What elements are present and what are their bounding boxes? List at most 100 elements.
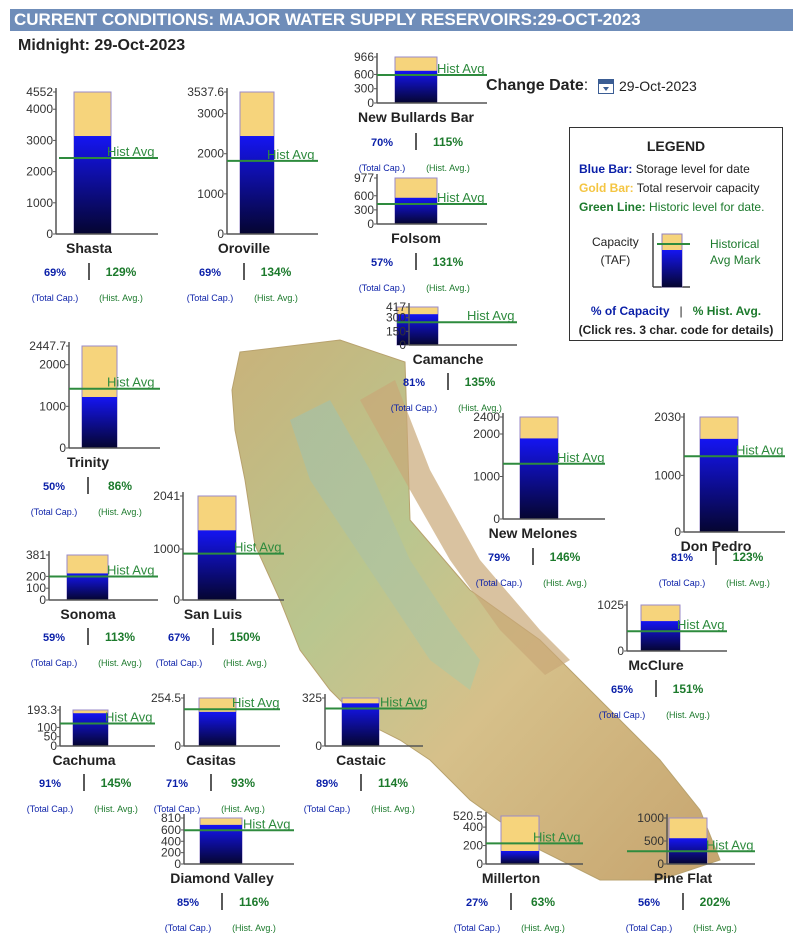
hist-avg-small-label: (Hist. Avg.)	[693, 923, 737, 933]
tick-label: 0	[46, 227, 53, 241]
storage-bar	[67, 573, 108, 600]
tick-label: 417	[386, 300, 406, 314]
legend-green-text: Historic level for date.	[649, 200, 765, 214]
reservoir-name[interactable]: Castaic	[336, 752, 386, 768]
legend-click-note: (Click res. 3 char. code for details)	[578, 323, 774, 337]
reservoir-name[interactable]: Cachuma	[52, 752, 115, 768]
storage-bar	[198, 530, 236, 600]
hist-avg-small-label: (Hist. Avg.)	[221, 804, 265, 814]
pct-hist-avg: 129%	[106, 265, 137, 279]
pct-capacity: 81%	[403, 377, 425, 389]
legend-blue-label: Blue Bar:	[579, 162, 633, 176]
reservoir-name[interactable]: Oroville	[218, 240, 270, 256]
reservoir-name[interactable]: New Bullards Bar	[358, 109, 474, 125]
pct-hist-avg: 146%	[550, 550, 581, 564]
page-title: CURRENT CONDITIONS: MAJOR WATER SUPPLY R…	[10, 9, 793, 31]
total-cap-label: (Total Cap.)	[27, 804, 74, 814]
reservoir-name[interactable]: Trinity	[67, 454, 109, 470]
hist-avg-small-label: (Hist. Avg.)	[98, 507, 142, 517]
total-cap-label: (Total Cap.)	[31, 658, 78, 668]
reservoir-name[interactable]: New Melones	[489, 525, 578, 541]
pct-capacity: 65%	[611, 684, 633, 696]
date-value[interactable]: 29-Oct-2023	[619, 78, 697, 94]
pct-hist-avg: 115%	[433, 135, 463, 149]
pct-capacity: 57%	[371, 257, 393, 269]
reservoir-name[interactable]: Diamond Valley	[170, 870, 274, 886]
tick-label: 300	[386, 311, 406, 325]
tick-label: 3537.6	[187, 85, 224, 99]
reservoir-name[interactable]: Sonoma	[60, 606, 115, 622]
reservoir-name[interactable]: McClure	[628, 657, 683, 673]
tick-label: 3000	[197, 107, 224, 121]
tick-label: 200	[26, 569, 46, 583]
reservoir-casitas: 0 254.5 Hist Avg Casitas 71% 93% (Total Cap.) (…	[151, 691, 280, 814]
pct-capacity: 59%	[43, 632, 65, 644]
pct-hist-avg: 116%	[239, 895, 269, 909]
tick-label: 0	[39, 593, 46, 607]
legend-taf-label: (TAF)	[600, 253, 631, 267]
legend-pct-row: % of Capacity | % Hist. Avg.	[570, 304, 782, 318]
reservoir-name[interactable]: Folsom	[391, 230, 441, 246]
pct-capacity: 89%	[316, 778, 338, 790]
hist-avg-small-label: (Hist. Avg.)	[94, 804, 138, 814]
tick-label: 0	[50, 739, 57, 753]
tick-label: 100	[26, 581, 46, 595]
tick-label: 200	[463, 839, 483, 853]
pct-hist-avg: 93%	[231, 776, 255, 790]
tick-label: 600	[161, 823, 181, 837]
pct-hist-avg: 123%	[733, 550, 764, 564]
legend-title: LEGEND	[646, 138, 706, 154]
reservoir-name[interactable]: Pine Flat	[654, 870, 713, 886]
hist-avg-small-label: (Hist. Avg.)	[458, 403, 502, 413]
total-cap-label: (Total Cap.)	[187, 293, 234, 303]
legend-row-blue: Blue Bar: Storage level for date	[579, 162, 750, 176]
pct-hist-avg: 202%	[700, 895, 731, 909]
total-cap-label: (Total Cap.)	[304, 804, 351, 814]
reservoir-name[interactable]: Millerton	[482, 870, 540, 886]
reservoir-name[interactable]: Don Pedro	[681, 538, 752, 554]
hist-avg-label: Hist Avg	[437, 61, 484, 76]
calendar-icon[interactable]	[598, 79, 614, 94]
tick-label: 2041	[153, 489, 180, 503]
storage-bar	[520, 438, 558, 519]
pct-capacity: 56%	[638, 897, 660, 909]
legend-sep: |	[679, 304, 683, 318]
hist-avg-label: Hist Avg	[107, 375, 154, 390]
hist-avg-label: Hist Avg	[380, 694, 427, 709]
legend-hist-line1: Historical	[710, 237, 760, 251]
reservoir-name[interactable]: Shasta	[66, 240, 112, 256]
tick-label: 2000	[197, 147, 224, 161]
pct-capacity: 79%	[488, 552, 510, 564]
reservoir-pine-flat: 0 500 1000 Hist Avg Pine Flat 56% 202% (Total C…	[626, 811, 755, 933]
tick-label: 0	[367, 96, 374, 110]
tick-label: 2000	[39, 358, 66, 372]
tick-label: 0	[399, 338, 406, 352]
tick-label: 0	[174, 739, 181, 753]
tick-label: 600	[354, 67, 374, 81]
reservoir-name[interactable]: San Luis	[184, 606, 243, 622]
reservoir-oroville: 0 1000 2000 3000 3537.6 Hist Avg Oroville 69% 13…	[187, 85, 318, 303]
pct-capacity: 71%	[166, 778, 188, 790]
reservoir-name[interactable]: Casitas	[186, 752, 236, 768]
reservoir-name[interactable]: Camanche	[413, 351, 484, 367]
pct-hist-avg: 135%	[465, 375, 496, 389]
hist-avg-small-label: (Hist. Avg.)	[98, 658, 142, 668]
hist-avg-small-label: (Hist. Avg.)	[99, 293, 143, 303]
total-cap-label: (Total Cap.)	[156, 658, 203, 668]
reservoir-san-luis: 0 1000 2041 Hist Avg San Luis 67% 150% (Total C…	[153, 489, 284, 668]
hist-avg-small-label: (Hist. Avg.)	[254, 293, 298, 303]
total-cap-label: (Total Cap.)	[32, 293, 79, 303]
tick-label: 0	[674, 525, 681, 539]
legend-row-gold: Gold Bar: Total reservoir capacity	[579, 181, 760, 195]
tick-label: 0	[617, 644, 624, 658]
legend-capacity: Capacity (TAF)	[592, 233, 639, 269]
tick-label: 325	[302, 691, 322, 705]
tick-label: 4552	[26, 85, 53, 99]
storage-bar	[200, 824, 242, 864]
